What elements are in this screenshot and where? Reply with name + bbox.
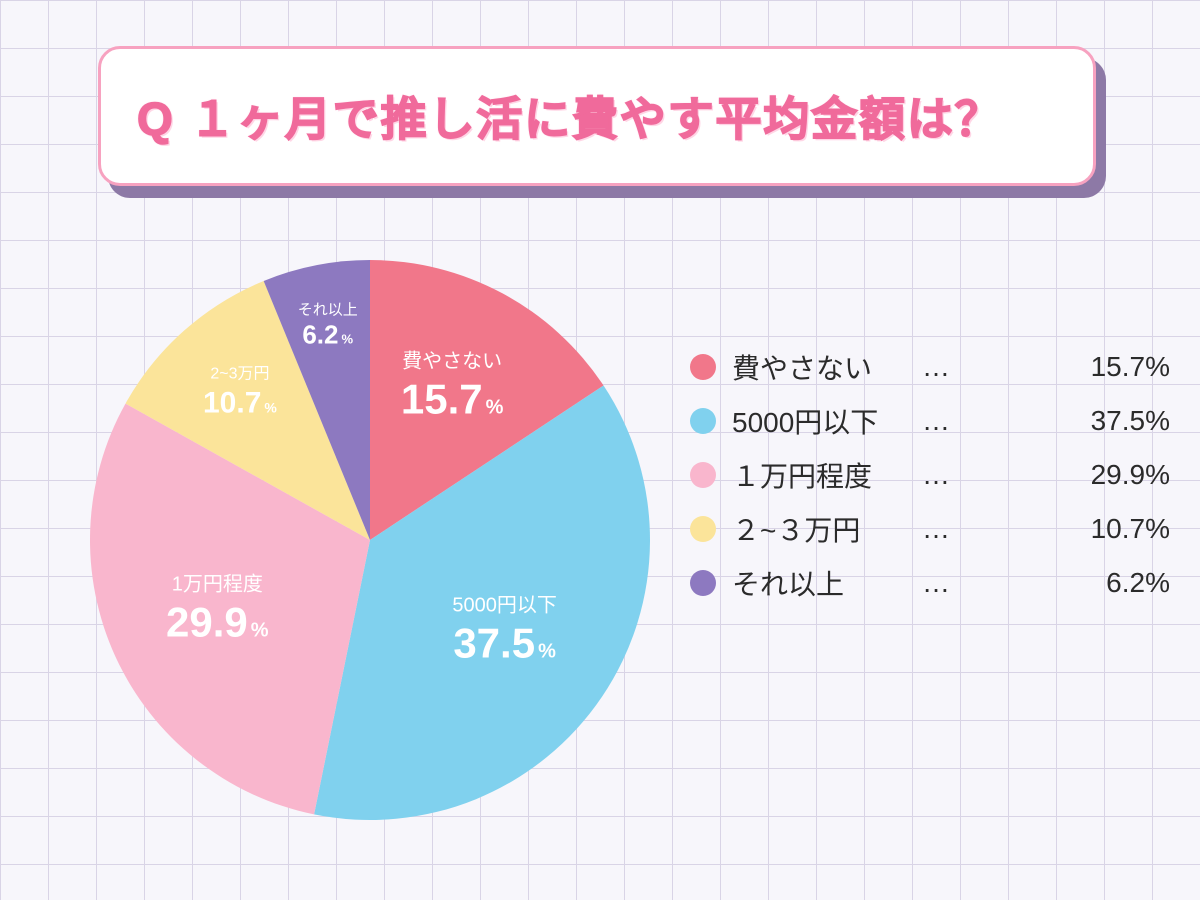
- slice-label-pct: %: [342, 331, 354, 346]
- legend-label: それ以上: [732, 563, 922, 603]
- legend-row: それ以上…6.2%: [690, 556, 1170, 610]
- slice-label: 費やさない15.7%: [401, 350, 504, 423]
- slice-label: それ以上 6.2%: [298, 301, 358, 350]
- legend-swatch: [690, 570, 716, 596]
- slice-label-name: 1万円程度: [166, 573, 269, 596]
- legend: 費やさない…15.7%5000円以下…37.5%１万円程度…29.9%２~３万円…: [690, 340, 1170, 610]
- legend-swatch: [690, 354, 716, 380]
- slice-label: 5000円以下37.5%: [452, 594, 557, 667]
- legend-swatch: [690, 516, 716, 542]
- pie-svg: [70, 240, 670, 840]
- legend-dots: …: [922, 567, 982, 599]
- title-box: Q １ヶ月で推し活に費やす平均金額は？: [98, 46, 1096, 186]
- legend-value: 29.9%: [982, 459, 1170, 491]
- legend-value: 37.5%: [982, 405, 1170, 437]
- slice-label-value: 10.7: [203, 386, 261, 421]
- legend-row: 5000円以下…37.5%: [690, 394, 1170, 448]
- legend-swatch: [690, 408, 716, 434]
- slice-label-value: 15.7: [401, 375, 483, 423]
- slice-label-name: 5000円以下: [452, 594, 557, 617]
- title-text: Q １ヶ月で推し活に費やす平均金額は？: [137, 91, 1003, 149]
- legend-dots: …: [922, 459, 982, 491]
- legend-dots: …: [922, 513, 982, 545]
- slice-label-name: 2~3万円: [203, 366, 277, 384]
- legend-dots: …: [922, 405, 982, 437]
- legend-row: ２~３万円…10.7%: [690, 502, 1170, 556]
- legend-label: 5000円以下: [732, 401, 922, 441]
- slice-label-pct: %: [538, 640, 556, 662]
- legend-value: 10.7%: [982, 513, 1170, 545]
- slice-label-name: 費やさない: [401, 350, 504, 373]
- legend-row: １万円程度…29.9%: [690, 448, 1170, 502]
- slice-label: 2~3万円 10.7%: [203, 366, 277, 421]
- slice-label-value: 6.2: [302, 320, 338, 350]
- legend-value: 15.7%: [982, 351, 1170, 383]
- legend-label: １万円程度: [732, 455, 922, 495]
- legend-value: 6.2%: [982, 567, 1170, 599]
- pie-chart: 費やさない15.7%5000円以下37.5%1万円程度29.9%2~3万円10.…: [80, 230, 660, 850]
- slice-label-value: 37.5: [453, 619, 535, 667]
- legend-dots: …: [922, 351, 982, 383]
- legend-row: 費やさない…15.7%: [690, 340, 1170, 394]
- slice-label-value: 29.9: [166, 598, 248, 646]
- slice-label-pct: %: [486, 396, 504, 418]
- legend-label: ２~３万円: [732, 509, 922, 549]
- slice-label-pct: %: [251, 619, 269, 641]
- slice-label-pct: %: [264, 399, 276, 415]
- legend-label: 費やさない: [732, 347, 922, 387]
- legend-swatch: [690, 462, 716, 488]
- slice-label: 1万円程度29.9%: [166, 573, 269, 646]
- slice-label-name: それ以上: [298, 301, 358, 318]
